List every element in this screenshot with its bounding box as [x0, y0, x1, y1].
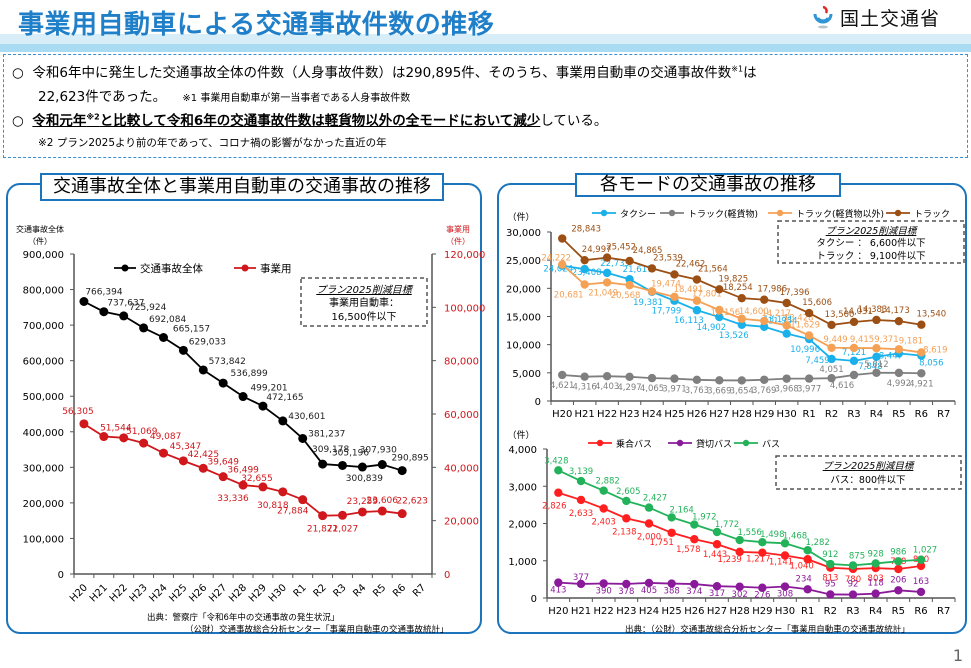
page-number: 1 [952, 646, 963, 665]
summary-line-2: 22,623件であった。 ※1 事業用自動車が第一当事者である人身事故件数 [38, 85, 410, 105]
summary-line-1: ○ 令和6年中に発生した交通事故全体の件数（人身事故件数）は290,895件、そ… [12, 61, 757, 82]
mlit-logo-icon [812, 5, 834, 30]
right-chart-title: 各モードの交通事故の推移 [575, 173, 841, 197]
summary-text: と比較して令和6年の交通事故件数は軽貨物以外の全モードにおいて減少 [99, 113, 541, 129]
page-title: 事業用自動車による交通事故件数の推移 [18, 10, 495, 40]
summary-line-3: ○ 令和元年※2と比較して令和6年の交通事故件数は軽貨物以外の全モードにおいて減… [12, 109, 608, 130]
left-chart-title: 交通事故全体と事業用自動車の交通事故の推移 [40, 173, 444, 201]
footnote-1: ※1 事業用自動車が第一当事者である人身事故件数 [182, 93, 411, 104]
summary-box: ○ 令和6年中に発生した交通事故全体の件数（人身事故件数）は290,895件、そ… [3, 54, 968, 158]
bullet-icon: ○ [12, 113, 24, 129]
logo-text: 国土交通省 [840, 8, 941, 30]
bullet-icon: ○ [12, 65, 24, 81]
footnote-2: ※2 プラン2025より前の年であって、コロナ禍の影響がなかった直近の年 [38, 137, 387, 149]
summary-text: 令和6年中に発生した交通事故全体の件数（人身事故件数）は290,895件、そのう… [32, 65, 732, 81]
summary-text: は [743, 65, 757, 81]
logo: 国土交通省 [812, 4, 940, 31]
summary-text: している。 [540, 113, 608, 129]
header-band [0, 44, 971, 52]
footnote-ref: ※1 [731, 64, 744, 74]
footnote-ref: ※2 [86, 112, 100, 122]
header-band-light [0, 34, 971, 44]
summary-text: 22,623件であった。 [38, 89, 167, 105]
left-chart-panel [6, 183, 482, 634]
page-header: 事業用自動車による交通事故件数の推移 国土交通省 [0, 0, 971, 52]
right-chart-panel [497, 183, 967, 634]
summary-highlight: 令和元年※2と比較して令和6年の交通事故件数は軽貨物以外の全モードにおいて減少 [32, 112, 541, 130]
summary-text: 令和元年 [32, 113, 87, 129]
